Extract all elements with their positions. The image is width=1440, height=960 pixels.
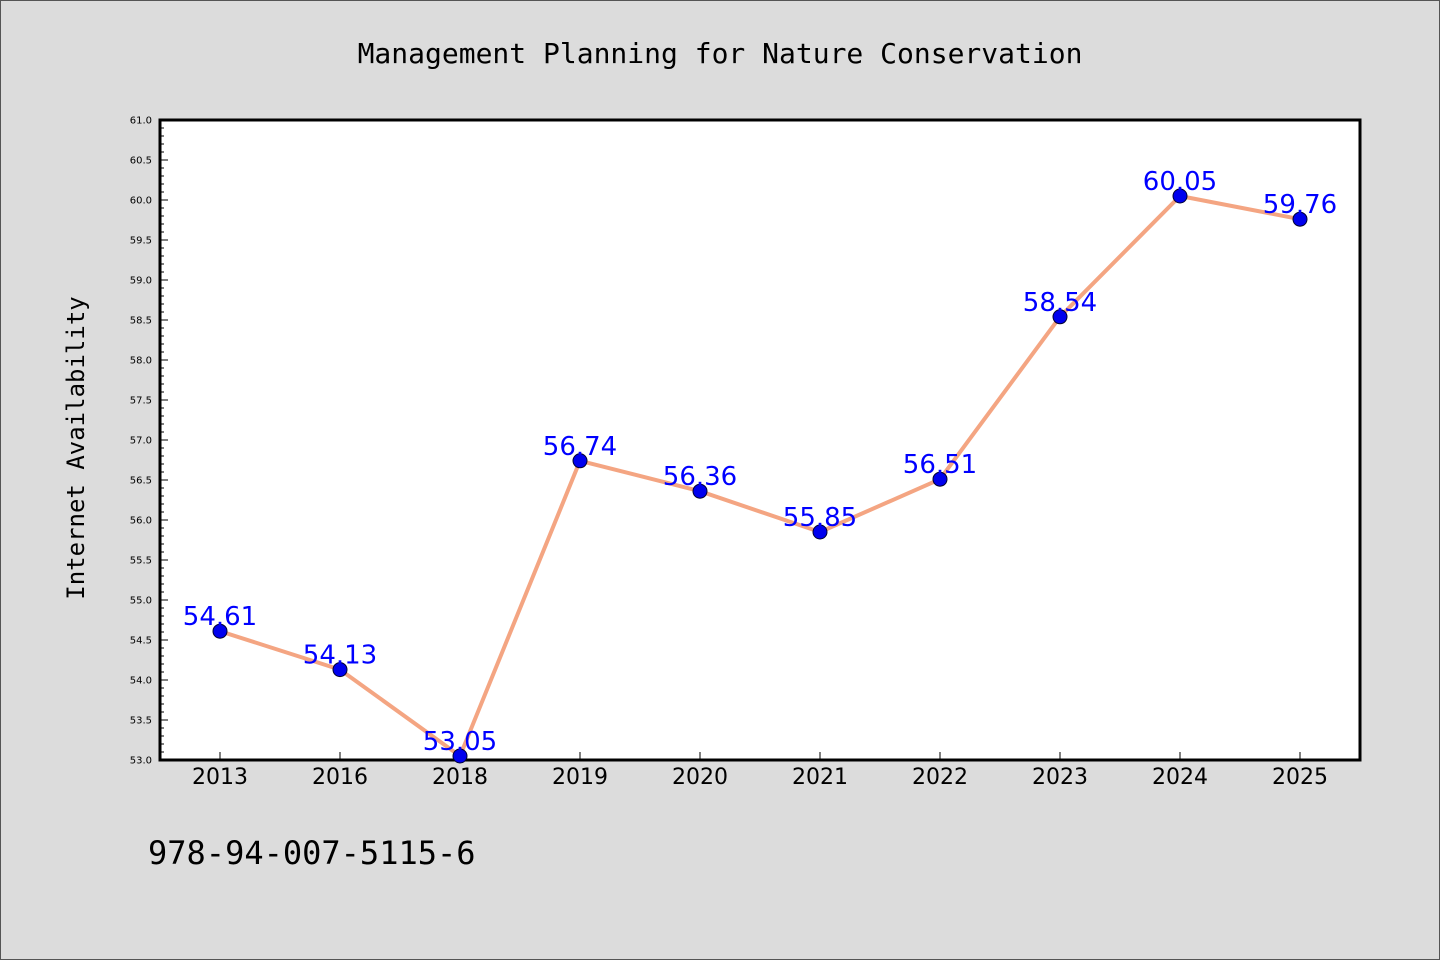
data-point [932, 471, 948, 487]
data-label: 56.51 [903, 450, 977, 480]
y-tick-label: 57.5 [130, 396, 152, 407]
data-label: 58.54 [1023, 288, 1097, 318]
y-axis: 53.0 53.5 54.0 54.5 55.0 55.5 56.0 56.5 57.0 57.5… [130, 116, 168, 767]
data-point [692, 483, 708, 499]
x-axis: 2013 2016 2018 2019 2020 2021 2022 2023 2024 2025 [192, 752, 1328, 790]
x-tick-label: 2020 [672, 765, 728, 790]
series-layer: 54.61 54.13 53.05 56.74 56.36 55.85 56.51 58.54… [183, 167, 1337, 764]
data-label: 56.36 [663, 462, 737, 492]
plot-area [158, 118, 1362, 762]
x-tick-label: 2013 [192, 765, 248, 790]
data-point [572, 453, 588, 469]
x-tick-label: 2025 [1272, 765, 1328, 790]
chart-title: Management Planning for Nature Conservat… [358, 37, 1083, 70]
data-point [452, 748, 468, 764]
y-tick-label: 56.0 [130, 516, 152, 527]
x-tick-label: 2021 [792, 765, 848, 790]
data-label: 55.85 [783, 503, 857, 533]
y-tick-label: 58.5 [130, 316, 152, 327]
y-tick-label: 59.0 [130, 276, 152, 287]
data-label: 53.05 [423, 727, 497, 757]
y-axis-label: Internet Availability [62, 296, 90, 599]
y-tick-label: 55.5 [130, 556, 152, 567]
data-point [1292, 211, 1308, 227]
data-label: 54.61 [183, 602, 257, 632]
y-tick-label: 54.5 [130, 636, 152, 647]
x-tick-label: 2019 [552, 765, 608, 790]
y-tick-label: 55.0 [130, 596, 152, 607]
x-tick-label: 2018 [432, 765, 488, 790]
data-label: 60.05 [1143, 167, 1217, 197]
data-label: 56.74 [543, 432, 617, 462]
data-point [212, 623, 228, 639]
y-tick-label: 53.0 [130, 756, 152, 767]
y-tick-label: 54.0 [130, 676, 152, 687]
data-label: 54.13 [303, 641, 377, 671]
x-tick-label: 2023 [1032, 765, 1088, 790]
y-tick-label: 58.0 [130, 356, 152, 367]
data-point [1172, 188, 1188, 204]
data-label: 59.76 [1263, 190, 1337, 220]
x-tick-label: 2024 [1152, 765, 1208, 790]
data-point [332, 662, 348, 678]
footer-isbn: 978-94-007-5115-6 [148, 834, 476, 872]
y-tick-label: 57.0 [130, 436, 152, 447]
data-point [1052, 309, 1068, 325]
x-tick-label: 2022 [912, 765, 968, 790]
series-line [219, 194, 1301, 758]
y-tick-label: 60.0 [130, 196, 152, 207]
y-tick-label: 60.5 [130, 156, 152, 167]
data-point [812, 524, 828, 540]
x-tick-label: 2016 [312, 765, 368, 790]
y-tick-label: 53.5 [130, 716, 152, 727]
y-tick-label: 56.5 [130, 476, 152, 487]
y-tick-label: 61.0 [130, 116, 152, 127]
y-tick-label: 59.5 [130, 236, 152, 247]
